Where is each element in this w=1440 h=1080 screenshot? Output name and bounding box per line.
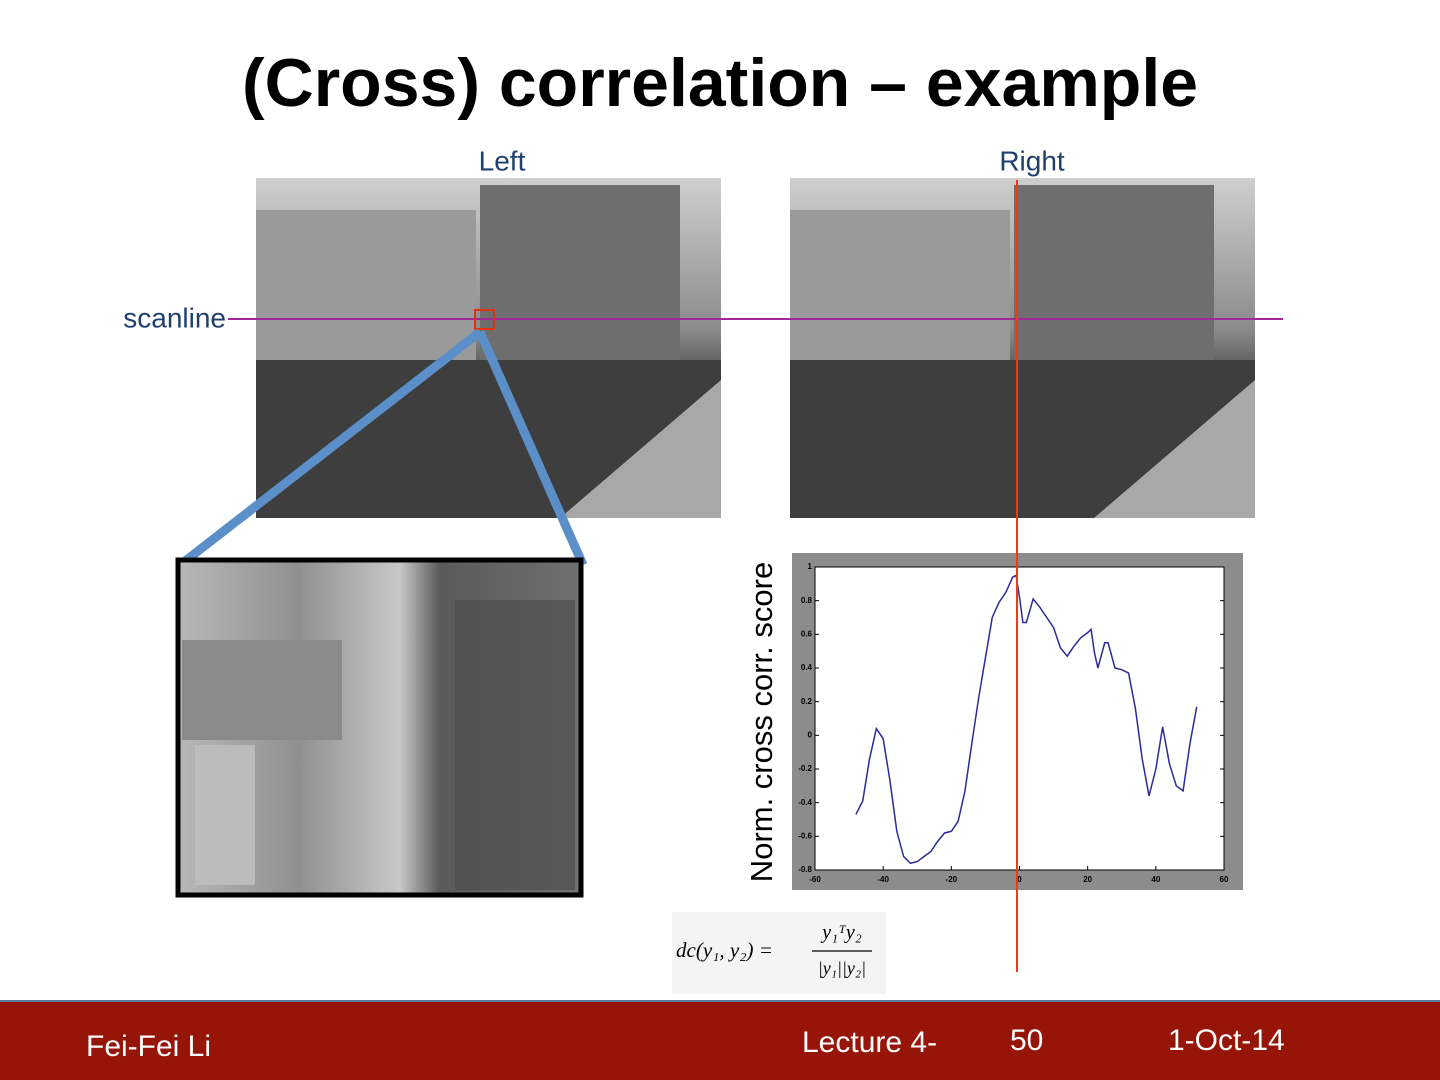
footer: Fei-Fei Li Lecture 4- 50 1-Oct-14 [0,1000,1440,1080]
y-tick-label: 0.8 [801,596,813,605]
zoom-connector [177,328,483,569]
y-tick-label: 0.6 [801,629,813,638]
correlation-line [855,574,1198,865]
footer-page: 50 [1010,1024,1043,1057]
x-tick-label: -20 [946,875,958,884]
footer-author: Fei-Fei Li [86,1030,211,1063]
left-label: Left [479,145,526,176]
y-tick-label: -0.4 [798,798,812,807]
right-image [790,178,1255,518]
formula-numerator: y₁ᵀy₂ [820,922,861,944]
formula-denominator: |y₁||y₂| [818,958,866,978]
x-tick-label: 60 [1220,875,1229,884]
y-tick-label: -0.2 [798,764,812,773]
scanline-label: scanline [123,302,226,333]
y-tick-label: 1 [808,562,813,571]
y-tick-label: -0.8 [798,865,812,874]
footer-date: 1-Oct-14 [1168,1024,1285,1057]
y-tick-label: 0.2 [801,697,813,706]
right-label: Right [999,145,1065,176]
footer-lecture: Lecture 4- [802,1026,937,1059]
x-tick-label: 20 [1083,875,1092,884]
y-tick-label: 0.4 [801,663,813,672]
y-tick-label: -0.6 [798,831,812,840]
zoomed-patch [175,557,584,898]
formula-lhs: dc(y₁, y₂) = [676,938,773,962]
zoom-connector [475,330,588,567]
left-image [256,178,721,518]
x-tick-label: 0 [1017,875,1022,884]
y-tick-label: 0 [808,730,813,739]
formula: dc(y₁, y₂) = y₁ᵀy₂ |y₁||y₂| [672,912,886,994]
x-tick-label: -40 [877,875,889,884]
patch-box [474,309,495,330]
x-tick-label: -60 [809,875,821,884]
slide-title: (Cross) correlation – example [242,45,1198,121]
x-tick-label: 40 [1151,875,1160,884]
y-axis-label: Norm. cross corr. score [744,562,779,882]
